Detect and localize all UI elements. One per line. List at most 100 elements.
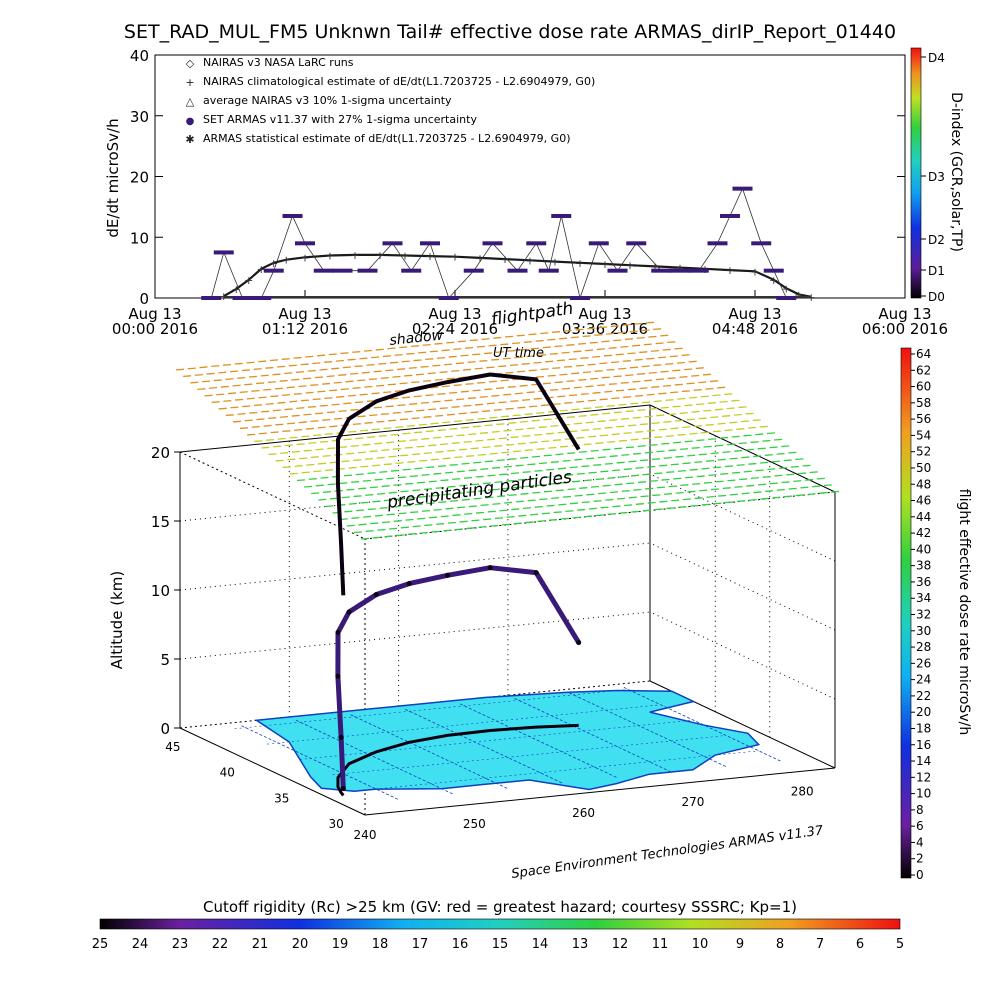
particle-mark	[613, 339, 622, 342]
particle-mark	[449, 463, 458, 466]
particle-mark	[485, 496, 494, 499]
armas-point	[538, 268, 559, 273]
particle-mark	[580, 393, 589, 396]
cutoff-tick-label: 22	[212, 937, 229, 952]
particle-mark	[440, 479, 449, 482]
particle-mark	[517, 442, 526, 445]
particle-mark	[639, 423, 648, 426]
particle-mark	[698, 453, 707, 456]
particle-mark	[512, 342, 521, 345]
particle-mark	[324, 397, 333, 399]
particle-mark	[543, 490, 553, 493]
particle-mark	[279, 415, 288, 418]
particle-mark	[468, 433, 477, 436]
particle-mark	[736, 428, 745, 430]
particle-mark	[689, 504, 699, 507]
box-edge	[179, 451, 366, 540]
particle-mark	[409, 439, 418, 441]
particle-mark	[340, 388, 349, 391]
particle-mark	[443, 529, 452, 532]
particle-mark	[338, 374, 347, 376]
particle-mark	[687, 490, 696, 493]
particle-mark	[637, 445, 646, 448]
particle-mark	[348, 466, 357, 469]
particle-mark	[389, 361, 399, 364]
flight-point	[533, 570, 539, 576]
armas-point	[401, 268, 422, 273]
particle-mark	[519, 348, 528, 351]
particle-mark	[454, 492, 463, 495]
particle-mark	[479, 432, 489, 434]
dose-tick-label: 44	[916, 510, 931, 524]
particle-mark	[651, 386, 660, 388]
particle-mark	[586, 493, 595, 496]
cutoff-colorbar: Cutoff rigidity (Rc) >25 km (GV: red = g…	[92, 898, 904, 952]
particle-mark	[595, 514, 605, 517]
particle-mark	[500, 379, 509, 382]
particle-mark	[360, 501, 369, 504]
particle-mark	[686, 418, 695, 421]
particle-mark	[393, 520, 402, 522]
particle-mark	[470, 411, 479, 414]
particle-mark	[437, 393, 446, 395]
x-tick-label-date: Aug 13	[578, 305, 631, 323]
y-tick-label: 10	[130, 229, 149, 247]
particle-mark	[640, 459, 649, 462]
box-edge	[179, 404, 651, 453]
particle-mark	[461, 462, 470, 465]
particle-mark	[463, 476, 472, 479]
particle-mark	[331, 367, 340, 370]
particle-mark	[506, 479, 515, 482]
particle-mark	[572, 480, 581, 483]
particle-mark	[474, 367, 483, 370]
nairas-point: +	[525, 254, 534, 267]
longitude-tick-label: 240	[354, 828, 377, 842]
particle-mark	[625, 446, 635, 449]
particle-mark	[574, 494, 583, 497]
particle-mark	[419, 531, 428, 534]
particle-mark	[209, 386, 218, 389]
particle-mark	[583, 479, 592, 482]
particle-mark	[731, 399, 740, 402]
particle-mark	[471, 483, 480, 486]
particle-mark	[273, 445, 282, 448]
longitude-tick-label: 280	[791, 784, 814, 798]
particle-mark	[416, 481, 425, 484]
particle-mark	[499, 473, 508, 476]
particle-mark	[303, 377, 312, 380]
particle-mark	[498, 365, 507, 368]
particle-mark	[503, 429, 512, 432]
particle-mark	[760, 461, 769, 464]
particle-mark	[234, 362, 243, 365]
particle-mark	[438, 501, 447, 504]
particle-mark	[428, 516, 438, 519]
particle-mark	[615, 389, 625, 392]
particle-mark	[511, 508, 520, 511]
particle-mark	[267, 381, 276, 384]
time-series-y-axis: 0 10 20 30 40	[130, 47, 905, 308]
armas-point	[482, 241, 503, 246]
particle-mark	[635, 430, 644, 433]
dose-tick-label: 26	[916, 656, 931, 670]
armas-point	[551, 213, 572, 218]
particle-mark	[355, 509, 365, 512]
armas-point	[670, 268, 690, 273]
particle-mark	[548, 518, 558, 521]
particle-mark	[623, 468, 632, 471]
particle-mark	[717, 458, 726, 461]
particle-mark	[577, 508, 586, 511]
particle-mark	[298, 385, 307, 388]
particle-mark	[540, 404, 549, 407]
particle-mark	[413, 359, 422, 362]
particle-mark	[569, 466, 578, 469]
shadow-label: shadow	[389, 327, 445, 349]
particle-mark	[783, 495, 793, 498]
altitude-tick-label: 5	[160, 651, 170, 669]
particle-mark	[406, 352, 415, 355]
particle-mark	[435, 414, 444, 417]
particle-mark	[340, 352, 349, 355]
particle-mark	[646, 393, 655, 396]
particle-mark	[672, 405, 681, 408]
particle-mark	[748, 498, 757, 501]
particle-mark	[585, 385, 594, 388]
